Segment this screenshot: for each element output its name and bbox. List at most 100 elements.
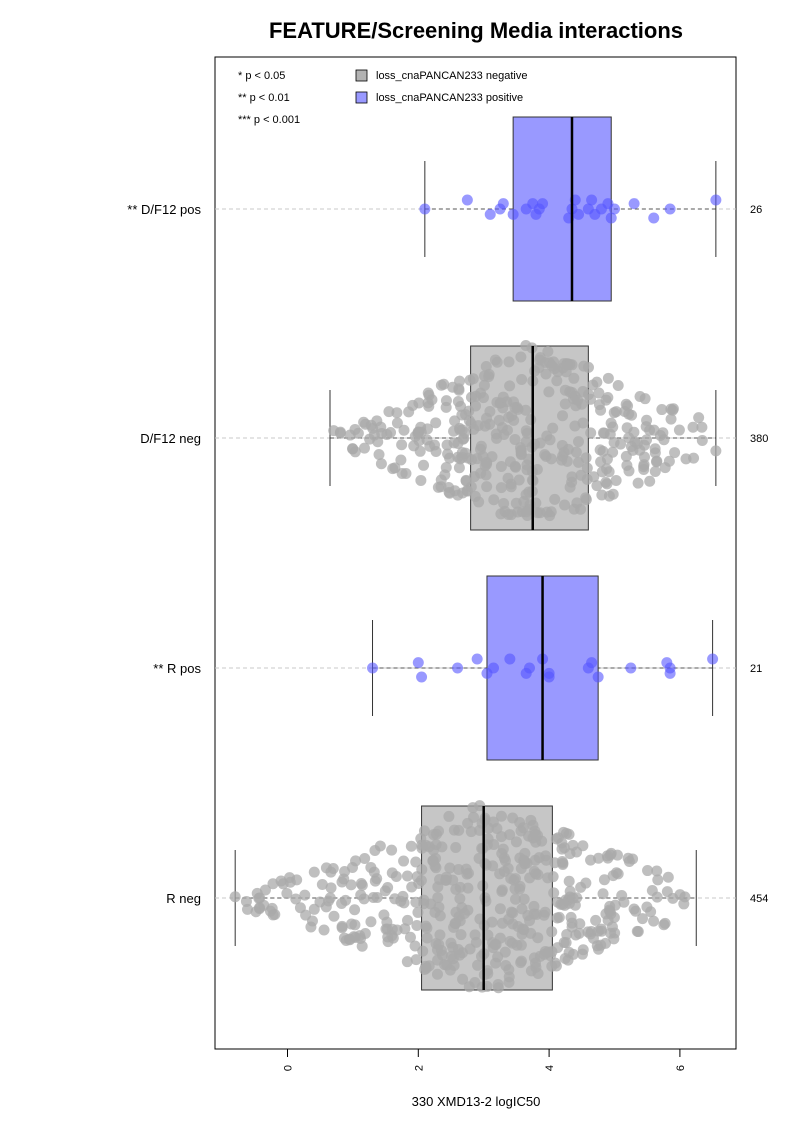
data-point xyxy=(561,455,573,467)
data-point xyxy=(609,203,620,215)
data-point xyxy=(369,845,381,857)
data-point xyxy=(386,930,398,942)
data-point xyxy=(455,929,467,941)
data-point xyxy=(598,874,610,886)
data-point xyxy=(625,662,637,674)
data-point xyxy=(432,892,444,904)
data-point xyxy=(612,379,624,391)
data-point xyxy=(497,843,509,855)
data-point xyxy=(631,437,643,449)
data-point xyxy=(421,423,433,435)
data-point xyxy=(327,863,339,875)
x-tick-label: 0 xyxy=(283,1065,295,1071)
data-point xyxy=(431,968,443,980)
data-point xyxy=(421,932,433,944)
data-point xyxy=(432,481,444,493)
data-point xyxy=(687,421,699,433)
data-point xyxy=(497,198,509,210)
data-point xyxy=(401,956,413,968)
data-point xyxy=(591,480,603,492)
data-point xyxy=(525,414,537,426)
data-point xyxy=(495,810,507,822)
x-axis-label: 330 XMD13-2 logIC50 xyxy=(412,1094,541,1109)
data-point xyxy=(516,373,528,385)
data-point xyxy=(520,404,532,416)
data-point xyxy=(680,453,692,465)
data-point xyxy=(340,894,352,906)
data-point xyxy=(619,406,631,418)
data-point xyxy=(604,849,616,861)
chart-title: FEATURE/Screening Media interactions xyxy=(269,18,683,43)
data-point xyxy=(267,878,279,890)
data-point xyxy=(649,443,661,455)
data-point xyxy=(427,855,439,867)
data-point xyxy=(459,908,471,920)
data-point xyxy=(433,901,445,913)
data-point xyxy=(477,450,489,462)
data-point xyxy=(469,490,481,502)
data-point xyxy=(430,445,442,457)
data-point xyxy=(253,902,265,914)
data-point xyxy=(542,872,554,884)
data-point xyxy=(521,427,533,439)
data-point xyxy=(406,881,418,893)
data-point xyxy=(582,361,594,373)
data-point xyxy=(546,926,558,938)
data-point xyxy=(517,923,529,935)
data-point xyxy=(484,405,496,417)
data-point xyxy=(515,957,527,969)
data-point xyxy=(658,434,670,446)
data-point xyxy=(559,398,571,410)
data-point xyxy=(537,198,549,210)
data-point xyxy=(569,899,581,911)
data-point xyxy=(421,922,433,934)
data-point xyxy=(550,833,562,845)
data-point xyxy=(652,874,664,886)
data-point xyxy=(546,360,558,372)
data-point xyxy=(564,386,576,398)
data-point xyxy=(457,973,469,985)
data-point xyxy=(443,810,455,822)
data-point xyxy=(497,402,509,414)
data-point xyxy=(486,916,498,928)
data-point xyxy=(696,435,708,447)
data-point xyxy=(439,469,451,481)
data-point xyxy=(367,662,379,674)
legend-label-positive: loss_cnaPANCAN233 positive xyxy=(376,92,523,104)
data-point xyxy=(593,387,605,399)
data-point xyxy=(507,396,519,408)
data-point xyxy=(648,915,660,927)
data-point xyxy=(386,867,398,879)
data-point xyxy=(641,434,653,446)
data-point xyxy=(462,867,474,879)
data-point xyxy=(608,407,620,419)
data-point xyxy=(427,844,439,856)
data-point xyxy=(462,882,474,894)
legend-swatch-negative xyxy=(355,69,368,82)
data-point xyxy=(308,903,320,915)
sig-note-2: ** p < 0.01 xyxy=(238,92,290,104)
data-point xyxy=(356,879,368,891)
data-point xyxy=(509,433,521,445)
data-point xyxy=(469,929,481,941)
data-point xyxy=(419,203,431,215)
data-point xyxy=(610,474,622,486)
data-point xyxy=(415,833,427,845)
data-point xyxy=(324,892,336,904)
data-point xyxy=(574,918,586,930)
data-point xyxy=(403,406,415,418)
data-point xyxy=(502,509,514,521)
data-point xyxy=(572,436,584,448)
data-point xyxy=(557,410,569,422)
data-point xyxy=(663,455,675,467)
data-point xyxy=(560,827,572,839)
data-point xyxy=(378,909,390,921)
data-point xyxy=(448,824,460,836)
data-point xyxy=(598,427,610,439)
data-point xyxy=(430,828,442,840)
data-point xyxy=(452,662,464,674)
data-point xyxy=(434,929,446,941)
data-point xyxy=(358,893,370,905)
data-point xyxy=(489,354,501,366)
data-point xyxy=(590,914,602,926)
